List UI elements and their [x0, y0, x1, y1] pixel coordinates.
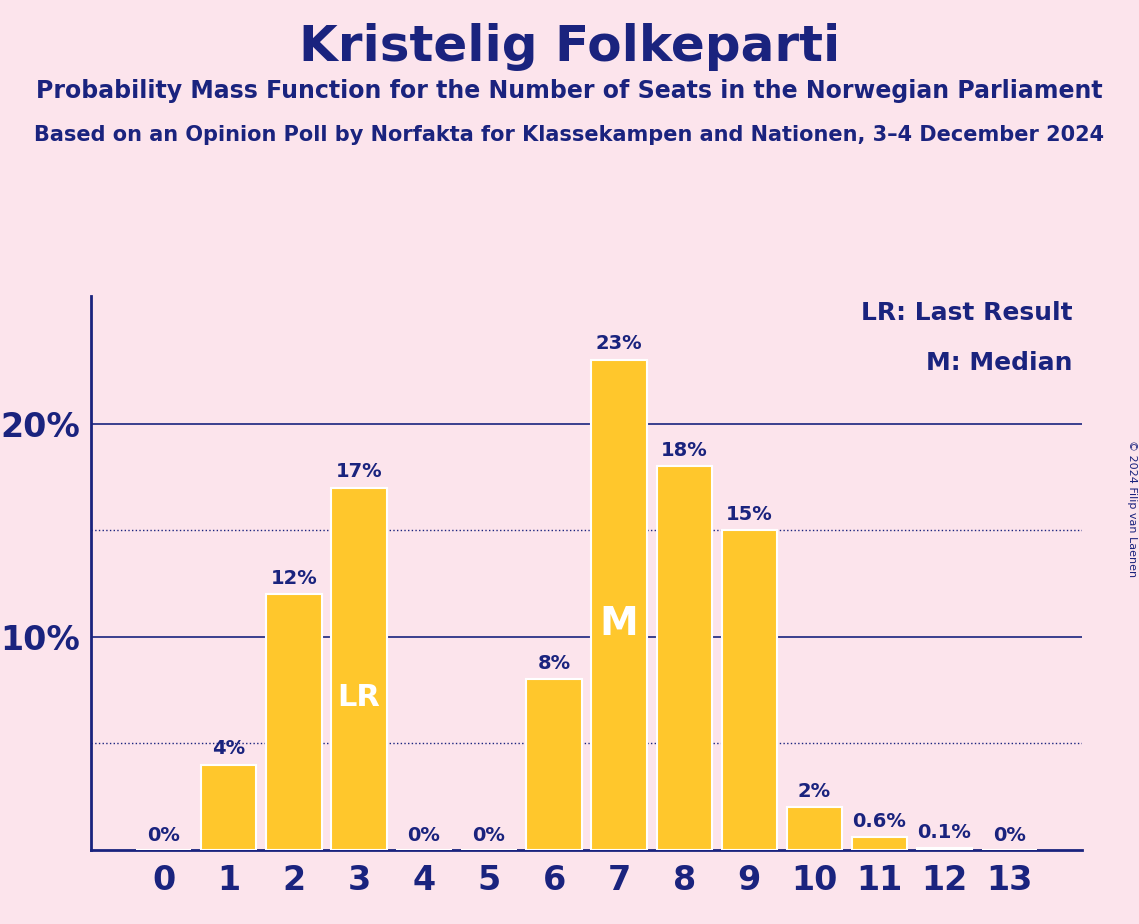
Text: 8%: 8% [538, 654, 571, 673]
Text: M: Median: M: Median [926, 351, 1072, 375]
Bar [526, 679, 582, 850]
Bar [721, 530, 777, 850]
Bar [852, 837, 907, 850]
Text: LR: LR [337, 684, 380, 712]
Text: 18%: 18% [661, 441, 707, 460]
Text: 0%: 0% [147, 826, 180, 845]
Text: M: M [600, 605, 639, 643]
Bar [591, 359, 647, 850]
Bar [917, 848, 972, 850]
Bar [656, 467, 712, 850]
Bar [267, 594, 321, 850]
Text: 0%: 0% [408, 826, 441, 845]
Text: Kristelig Folkeparti: Kristelig Folkeparti [298, 23, 841, 71]
Text: 0%: 0% [473, 826, 506, 845]
Text: 0.1%: 0.1% [917, 822, 972, 842]
Text: 17%: 17% [336, 462, 383, 481]
Text: 15%: 15% [726, 505, 772, 524]
Text: LR: Last Result: LR: Last Result [861, 301, 1072, 325]
Text: Based on an Opinion Poll by Norfakta for Klassekampen and Nationen, 3–4 December: Based on an Opinion Poll by Norfakta for… [34, 125, 1105, 145]
Bar [331, 488, 386, 850]
Bar [202, 765, 256, 850]
Text: © 2024 Filip van Laenen: © 2024 Filip van Laenen [1126, 440, 1137, 577]
Text: 2%: 2% [797, 782, 830, 801]
Text: Probability Mass Function for the Number of Seats in the Norwegian Parliament: Probability Mass Function for the Number… [36, 79, 1103, 103]
Text: 0.6%: 0.6% [852, 812, 907, 831]
Text: 4%: 4% [212, 739, 245, 759]
Bar [787, 808, 842, 850]
Text: 12%: 12% [271, 569, 318, 588]
Text: 0%: 0% [993, 826, 1026, 845]
Text: 23%: 23% [596, 334, 642, 353]
